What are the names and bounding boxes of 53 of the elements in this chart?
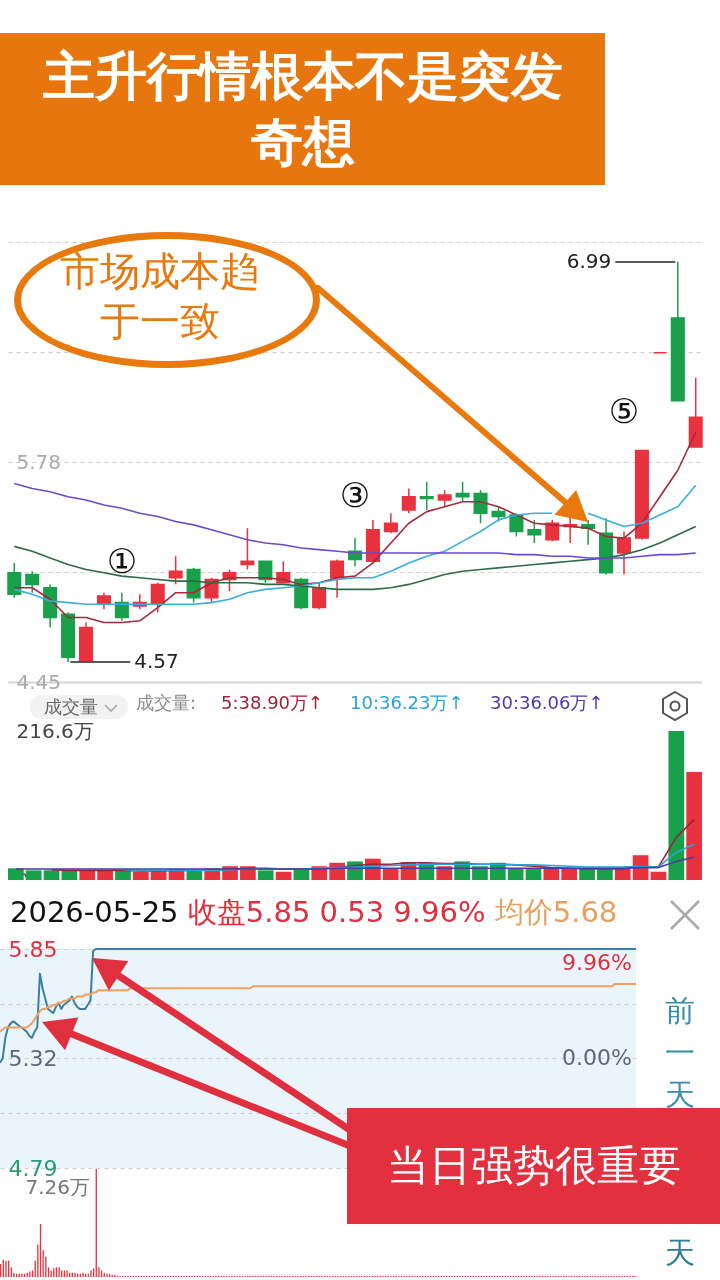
candlestick xyxy=(240,527,255,571)
candlestick xyxy=(383,512,398,534)
bar xyxy=(257,870,274,880)
candlestick xyxy=(419,481,434,511)
candlestick xyxy=(168,555,183,586)
bar xyxy=(686,772,702,880)
candlestick xyxy=(527,519,542,544)
bar xyxy=(436,866,453,880)
candlestick xyxy=(473,489,488,524)
bar xyxy=(472,866,488,880)
bar xyxy=(382,868,399,880)
y-tick-label: 5.78 xyxy=(16,449,62,474)
bar xyxy=(507,868,524,880)
bar xyxy=(43,870,60,880)
y-tick-label: 5.32 xyxy=(8,1046,58,1071)
y-tick-label: 216.6万 xyxy=(16,718,94,743)
y-tick-label: 4.45 xyxy=(16,669,62,694)
candlestick xyxy=(312,582,327,610)
bar xyxy=(525,868,542,880)
text: 5:38.90万↑ xyxy=(221,692,324,713)
text: 10:36.23万↑ xyxy=(350,692,464,713)
annotation: 6.99 xyxy=(566,249,612,273)
annotation: ③ xyxy=(339,475,371,515)
text: 成交量 xyxy=(44,696,98,717)
chart-title: 2026-05-25 收盘5.85 0.53 9.96% 均价5.68 xyxy=(10,895,618,929)
annotation: 4.57 xyxy=(134,649,179,673)
chart-title: 主升行情根本不是突发奇想 xyxy=(0,33,605,185)
bar xyxy=(132,871,149,880)
candlestick xyxy=(7,562,22,599)
bar xyxy=(97,870,113,880)
bar xyxy=(579,868,595,880)
annotation: 当日强势很重要 xyxy=(386,1141,681,1190)
text: 天 xyxy=(664,1232,696,1274)
candlestick xyxy=(25,570,40,594)
annotation: 0.00% xyxy=(562,1045,632,1070)
annotation: 9.96% xyxy=(562,950,632,975)
candlestick xyxy=(616,530,632,576)
text: 30:36.06万↑ xyxy=(490,692,604,713)
bar xyxy=(543,868,560,880)
annotation: 市场成本趋于一致 xyxy=(59,247,261,346)
annotation: ⑤ xyxy=(608,391,640,431)
bar xyxy=(668,731,685,880)
annotation: ① xyxy=(106,541,138,581)
text: 前一天 xyxy=(664,992,696,1114)
bar xyxy=(650,871,667,880)
bar xyxy=(25,870,42,880)
bar xyxy=(275,871,292,880)
bar xyxy=(561,868,578,880)
bar xyxy=(8,868,24,880)
candlestick xyxy=(401,487,416,515)
bar xyxy=(79,870,96,880)
legend-title: 成交量: xyxy=(136,692,197,713)
y-tick-label: 5.85 xyxy=(8,936,58,962)
